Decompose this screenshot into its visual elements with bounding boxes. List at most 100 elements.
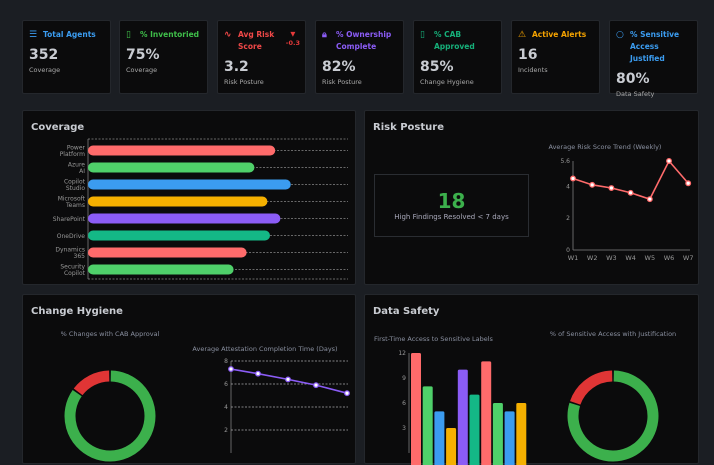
category-label: Microsoft Teams <box>58 196 86 210</box>
risk-panel: Risk Posture 18 High Findings Resolved <… <box>364 110 699 285</box>
kpi-subtitle: Coverage <box>29 66 61 74</box>
coverage-chart: Power Platform Azure AI Copilot Studio Microso… <box>53 138 348 280</box>
kpi-delta: ▼ -0.3 <box>286 30 300 48</box>
chart-title: % of Sensitive Access with Justification <box>550 330 676 338</box>
bar-power-platform <box>88 145 276 156</box>
lock-icon: 🔒︎ <box>322 30 327 40</box>
risk-trend-chart: Average Risk Score Trend (Weekly) 0 2 4 5.6 W… <box>549 143 694 262</box>
findings-value: 18 <box>437 189 466 213</box>
kpi-subtitle: Change Hygiene <box>420 78 474 86</box>
kpi-card: ∿ Avg Risk Score ▼ -0.3 3.2 Risk Posture <box>217 20 306 94</box>
data-point <box>228 366 234 372</box>
kpi-card: ▯ % Inventoried 75% Coverage <box>119 20 208 94</box>
data-point <box>685 180 692 187</box>
data-point <box>666 158 672 164</box>
kpi-title: Avg Risk Score <box>238 30 275 51</box>
kpi-value: 80% <box>616 71 650 87</box>
data-point <box>570 175 576 182</box>
data-point <box>646 196 653 203</box>
y-tick-label: 8 <box>224 358 228 365</box>
data-point <box>313 382 319 389</box>
donut-segment <box>73 370 110 396</box>
y-tick-label: 12 <box>398 350 406 357</box>
kpi-subtitle: Risk Posture <box>224 78 264 86</box>
bar-dynamics-365 <box>88 247 247 258</box>
bar-copilot-studio <box>88 179 291 190</box>
database-icon: ☰ <box>29 30 38 40</box>
panel-title: Coverage <box>31 122 85 133</box>
y-tick-label: 6 <box>402 400 406 407</box>
delta-value: -0.3 <box>285 39 300 47</box>
bar <box>469 394 480 465</box>
y-tick-label: 9 <box>402 375 406 382</box>
kpi-title: Total Agents <box>43 30 96 39</box>
bar-sharepoint <box>88 213 281 224</box>
chart-title: First-Time Access to Sensitive Labels <box>374 335 494 343</box>
chart-title: Average Risk Score Trend (Weekly) <box>549 143 662 151</box>
panel-title: Risk Posture <box>373 122 444 133</box>
bar <box>516 403 527 465</box>
category-label: Security Copilot <box>60 264 85 278</box>
kpi-title: % Ownership Complete <box>336 30 392 51</box>
bar <box>446 428 457 465</box>
bar <box>434 411 445 465</box>
file-check-icon: ▯ <box>126 30 131 40</box>
bar <box>492 403 503 465</box>
activity-icon: ∿ <box>224 30 232 40</box>
chart-title: Average Attestation Completion Time (Day… <box>192 345 337 353</box>
kpi-card: ⚠ Active Alerts 16 Incidents <box>511 20 600 94</box>
bar-azure-ai <box>88 162 255 173</box>
x-tick-label: W6 <box>664 254 675 262</box>
x-tick-label: W2 <box>587 254 598 262</box>
findings-label: High Findings Resolved < 7 days <box>394 213 509 221</box>
bar-onedrive <box>88 230 270 241</box>
panel-title: Change Hygiene <box>31 306 123 317</box>
data-point <box>255 370 261 377</box>
category-label: Azure AI <box>68 162 85 176</box>
safety-panel: Data Safety % of Sensitive Access with J… <box>364 294 699 465</box>
x-tick-label: W3 <box>606 254 617 262</box>
kpi-title: % CAB Approved <box>434 30 475 51</box>
y-tick-label: 0 <box>566 247 570 254</box>
kpi-value: 75% <box>126 47 160 63</box>
data-point <box>344 390 350 397</box>
coverage-panel: Coverage Power Platform Azure AI Copilot Stud… <box>22 110 356 285</box>
bar <box>481 361 492 465</box>
kpi-value: 85% <box>420 59 454 75</box>
kpi-title: % Inventoried <box>140 30 200 39</box>
bar <box>422 386 433 465</box>
x-tick-label: W7 <box>683 254 694 262</box>
category-label: Power Platform <box>60 145 86 159</box>
y-tick-label: 6 <box>224 381 228 388</box>
findings-stat: 18 High Findings Resolved < 7 days <box>374 174 529 237</box>
kpi-subtitle: Coverage <box>126 66 158 74</box>
kpi-title: % Sensitive Access Justified <box>630 30 680 63</box>
y-tick-label: 3 <box>402 425 406 432</box>
chart-title: % Changes with CAB Approval <box>61 330 160 338</box>
kpi-card: 🔒︎ % Ownership Complete 82% Risk Posture <box>315 20 404 94</box>
kpi-value: 16 <box>518 47 538 63</box>
kpi-title: Active Alerts <box>532 30 587 39</box>
kpi-value: 3.2 <box>224 59 249 75</box>
data-point <box>627 189 634 196</box>
down-triangle-icon: ▼ <box>290 30 296 38</box>
donut-segment <box>570 370 613 405</box>
data-point <box>285 376 291 383</box>
kpi-card: ☰ Total Agents 352 Coverage <box>22 20 111 94</box>
category-label: SharePoint <box>53 216 86 223</box>
hygiene-charts: % Changes with CAB Approval Average Attes… <box>61 330 350 462</box>
x-tick-label: W5 <box>645 254 656 262</box>
data-point <box>589 181 596 188</box>
bar <box>411 353 421 465</box>
data-point <box>608 185 615 191</box>
file-check-icon: ▯ <box>420 30 425 40</box>
bar-security-copilot <box>88 264 234 275</box>
kpi-value: 82% <box>322 59 356 75</box>
kpi-subtitle: Risk Posture <box>322 78 362 86</box>
alert-triangle-icon: ⚠ <box>518 30 527 40</box>
x-tick-label: W1 <box>568 254 579 262</box>
kpi-subtitle: Data Safety <box>616 90 655 98</box>
shield-icon: ○ <box>616 30 624 40</box>
panel-title: Data Safety <box>373 306 440 317</box>
kpi-card: ▯ % CAB Approved 85% Change Hygiene <box>413 20 502 94</box>
